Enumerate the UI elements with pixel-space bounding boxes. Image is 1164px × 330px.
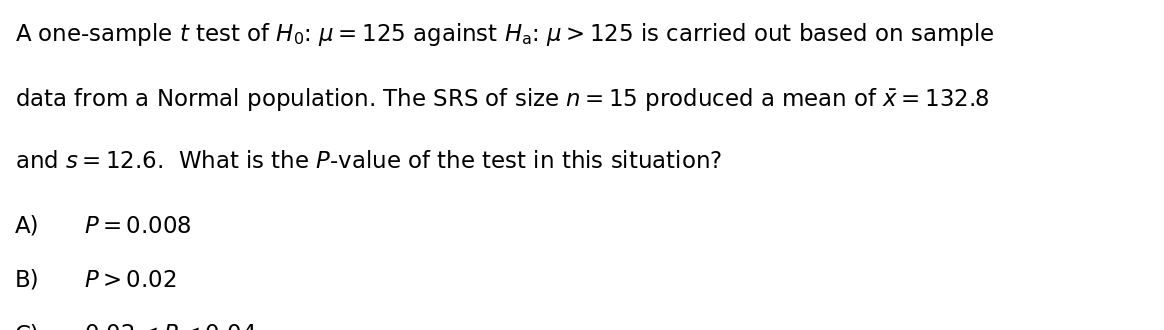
Text: $0.02 < P < 0.04$: $0.02 < P < 0.04$ bbox=[84, 323, 256, 330]
Text: B): B) bbox=[15, 269, 40, 292]
Text: A): A) bbox=[15, 214, 40, 238]
Text: $P > 0.02$: $P > 0.02$ bbox=[84, 269, 176, 292]
Text: data from a Normal population. The SRS of size $n = 15$ produced a mean of $\bar: data from a Normal population. The SRS o… bbox=[15, 86, 989, 113]
Text: A one-sample $t$ test of $H_0$: $\mu = 125$ against $H_\mathrm{a}$: $\mu > 125$ : A one-sample $t$ test of $H_0$: $\mu = 1… bbox=[15, 21, 994, 49]
Text: $P = 0.008$: $P = 0.008$ bbox=[84, 214, 192, 238]
Text: C): C) bbox=[15, 323, 40, 330]
Text: and $s = 12.6$.  What is the $P$-value of the test in this situation?: and $s = 12.6$. What is the $P$-value of… bbox=[15, 150, 722, 173]
